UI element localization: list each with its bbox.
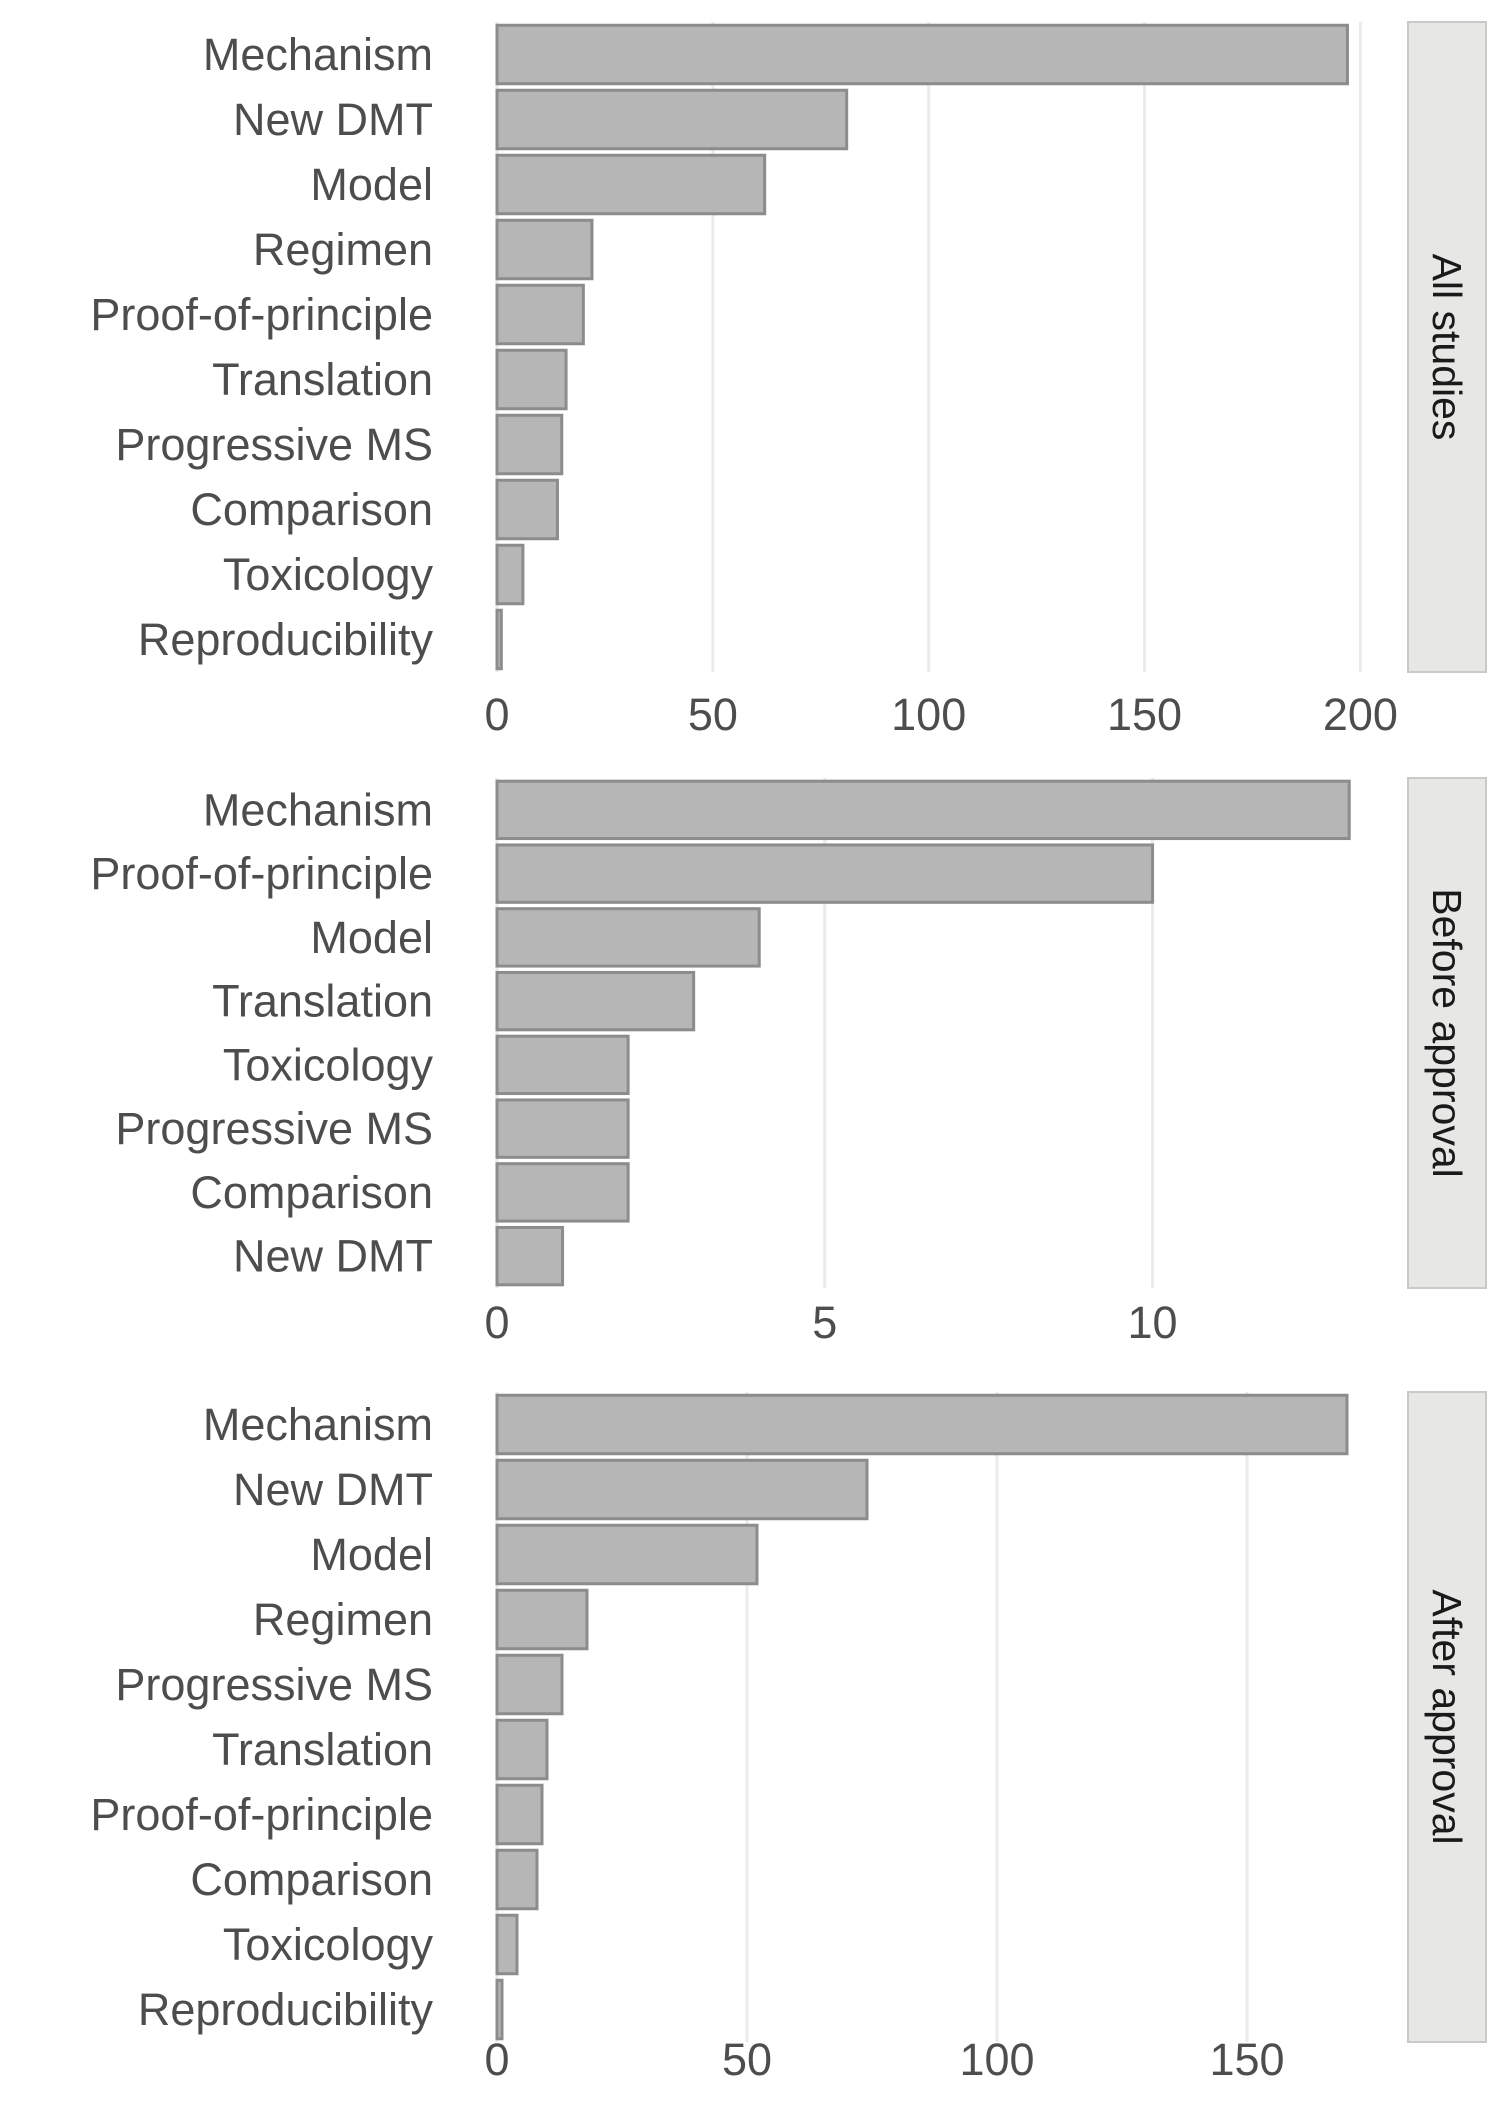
bar: [495, 1718, 549, 1781]
bar: [495, 1783, 544, 1846]
bar: [495, 283, 585, 346]
bar: [495, 88, 849, 151]
x-tick-label: 0: [484, 2034, 509, 2085]
category-label: Reproducibility: [138, 614, 434, 665]
bar: [495, 1653, 564, 1716]
bar: [495, 1458, 869, 1521]
x-tick-label: 50: [722, 2034, 772, 2085]
bar: [495, 608, 503, 671]
category-label: Comparison: [190, 1167, 433, 1218]
bar: [495, 970, 696, 1032]
x-tick-label: 10: [1128, 1297, 1178, 1348]
category-label: Translation: [212, 976, 433, 1027]
category-label: Proof-of-principle: [90, 848, 433, 899]
bar: [495, 1978, 504, 2041]
bar: [495, 1225, 565, 1287]
x-tick-label: 100: [959, 2034, 1034, 2085]
bar: [495, 1162, 630, 1223]
chart-panel-1: Mechanism New DMT Model Regimen Proof-of-pri…: [90, 21, 1487, 740]
bar: [495, 218, 594, 281]
category-label: Toxicology: [223, 549, 434, 600]
category-label: Mechanism: [203, 1399, 433, 1450]
facet-strip-label: All studies: [1424, 254, 1470, 441]
facet-strip: [1407, 1391, 1487, 2043]
facet-strip-label: Before approval: [1424, 888, 1470, 1177]
category-label: Translation: [212, 1724, 433, 1775]
category-label: Progressive MS: [115, 419, 433, 470]
category-label: Model: [310, 912, 433, 963]
bar: [495, 348, 568, 411]
category-label: New DMT: [233, 94, 433, 145]
x-tick-label: 100: [891, 689, 966, 740]
x-tick-label: 0: [484, 1297, 509, 1348]
x-tick-label: 5: [812, 1297, 837, 1348]
category-label: New DMT: [233, 1464, 433, 1515]
bar: [495, 1034, 630, 1096]
category-label: Mechanism: [203, 29, 433, 80]
category-label: Model: [310, 1529, 433, 1580]
bar: [495, 153, 767, 216]
bar: [495, 1393, 1349, 1456]
category-label: Toxicology: [223, 1919, 434, 1970]
category-label: Regimen: [253, 224, 433, 275]
category-label: Translation: [212, 354, 433, 405]
category-label: Toxicology: [223, 1039, 434, 1090]
x-tick-label: 0: [484, 689, 509, 740]
x-tick-label: 150: [1209, 2034, 1284, 2085]
bar: [495, 1913, 519, 1976]
facet-strip: [1407, 777, 1487, 1289]
bar: [495, 413, 564, 476]
bar: [495, 779, 1351, 841]
category-label: Model: [310, 159, 433, 210]
category-label: Proof-of-principle: [90, 289, 433, 340]
bar: [495, 543, 525, 606]
category-label: Progressive MS: [115, 1103, 433, 1154]
bar: [495, 1098, 630, 1159]
x-tick-label: 200: [1323, 689, 1398, 740]
category-label: Mechanism: [203, 784, 433, 835]
chart-panel-2: Mechanism Proof-of-principle Model Translat…: [90, 777, 1487, 1348]
bar: [495, 1848, 539, 1911]
category-label: Reproducibility: [138, 1984, 434, 2035]
bar: [495, 843, 1155, 904]
category-label: Proof-of-principle: [90, 1789, 433, 1840]
x-tick-label: 50: [688, 689, 738, 740]
facet-strip: [1407, 21, 1487, 673]
bar: [495, 1588, 589, 1651]
bar: [495, 478, 559, 541]
category-label: Comparison: [190, 484, 433, 535]
category-label: Progressive MS: [115, 1659, 433, 1710]
x-tick-label: 150: [1107, 689, 1182, 740]
category-label: Regimen: [253, 1594, 433, 1645]
bar: [495, 23, 1349, 86]
bar: [495, 1523, 759, 1586]
bar: [495, 907, 761, 968]
facet-strip-label: After approval: [1424, 1589, 1470, 1844]
category-label: Comparison: [190, 1854, 433, 1905]
chart-panel-3: Mechanism New DMT Model Regimen Progressive …: [90, 1391, 1487, 2085]
category-label: New DMT: [233, 1231, 433, 1282]
